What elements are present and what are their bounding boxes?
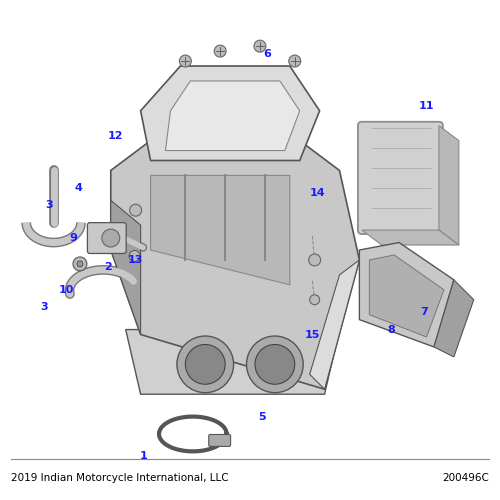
- Polygon shape: [439, 126, 459, 245]
- Circle shape: [289, 55, 300, 67]
- Circle shape: [180, 55, 192, 67]
- FancyBboxPatch shape: [88, 222, 126, 254]
- Text: 6: 6: [264, 48, 272, 58]
- Polygon shape: [111, 200, 140, 334]
- Circle shape: [310, 294, 320, 304]
- Circle shape: [308, 254, 320, 266]
- Circle shape: [246, 336, 303, 392]
- Circle shape: [186, 344, 225, 384]
- Text: 14: 14: [310, 188, 325, 198]
- Polygon shape: [126, 330, 340, 394]
- Text: 9: 9: [70, 232, 78, 242]
- Text: 2: 2: [104, 262, 112, 272]
- Polygon shape: [140, 66, 320, 160]
- Circle shape: [255, 344, 295, 384]
- Text: 3: 3: [45, 200, 52, 210]
- Text: 7: 7: [420, 307, 428, 317]
- Circle shape: [130, 204, 141, 216]
- Circle shape: [73, 257, 87, 271]
- FancyBboxPatch shape: [208, 434, 231, 446]
- Circle shape: [129, 250, 140, 262]
- Circle shape: [214, 45, 226, 57]
- FancyBboxPatch shape: [358, 122, 443, 234]
- Polygon shape: [166, 81, 300, 150]
- Polygon shape: [360, 242, 454, 347]
- Polygon shape: [434, 280, 474, 357]
- Text: 8: 8: [388, 324, 396, 334]
- Text: 15: 15: [304, 330, 320, 340]
- Text: 4: 4: [74, 183, 82, 193]
- Polygon shape: [362, 230, 459, 245]
- Text: 12: 12: [108, 130, 124, 140]
- Text: 13: 13: [128, 255, 144, 265]
- Circle shape: [177, 336, 234, 392]
- Polygon shape: [370, 255, 444, 337]
- Circle shape: [77, 261, 83, 267]
- Circle shape: [254, 40, 266, 52]
- Text: 200496C: 200496C: [442, 472, 488, 482]
- Text: 11: 11: [419, 101, 434, 111]
- Circle shape: [102, 229, 120, 247]
- Polygon shape: [150, 176, 290, 285]
- Text: 10: 10: [58, 285, 74, 295]
- Text: 2019 Indian Motorcycle International, LLC: 2019 Indian Motorcycle International, LL…: [12, 472, 229, 482]
- Polygon shape: [111, 140, 360, 389]
- Text: 3: 3: [40, 302, 48, 312]
- Text: 1: 1: [139, 452, 147, 462]
- Polygon shape: [310, 260, 360, 389]
- Text: 5: 5: [258, 412, 266, 422]
